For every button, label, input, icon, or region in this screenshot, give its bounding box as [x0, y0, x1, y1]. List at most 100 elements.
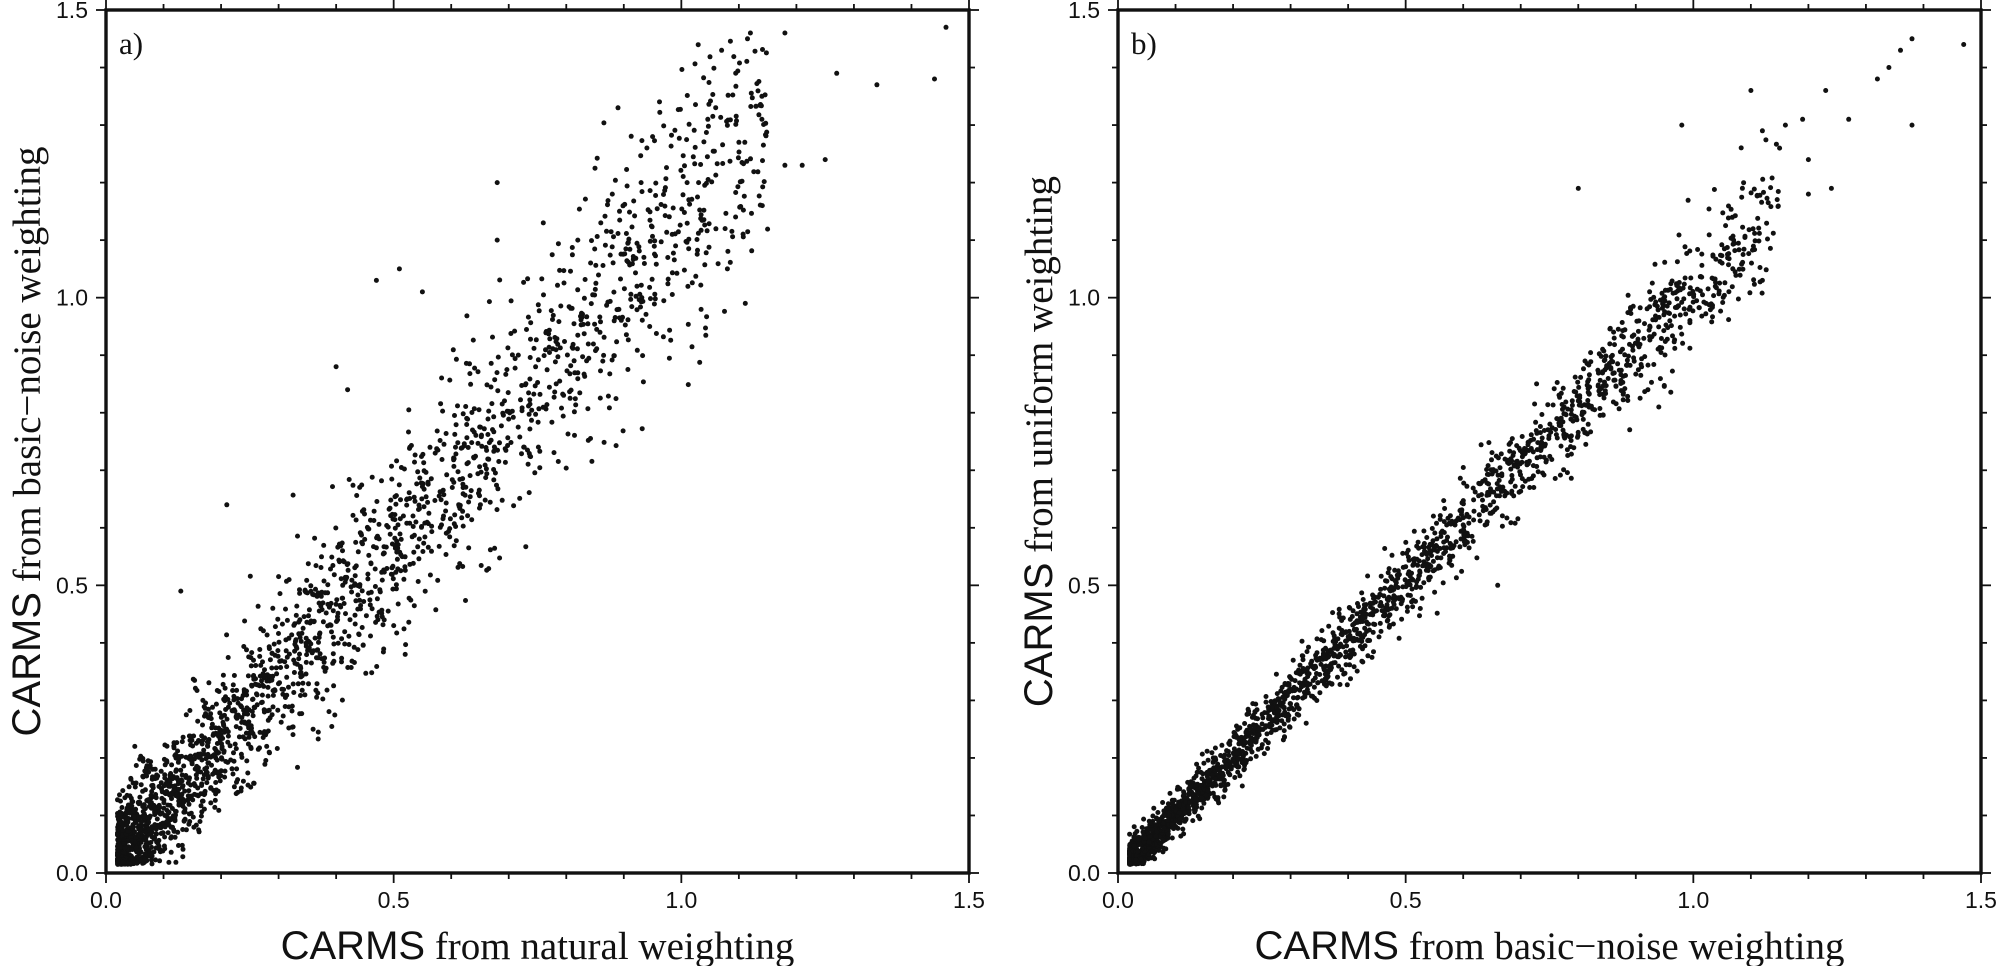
data-point [695, 42, 701, 48]
data-point [1152, 856, 1158, 862]
data-point [1746, 251, 1752, 257]
data-point [234, 696, 240, 702]
data-point [1426, 544, 1432, 550]
data-point [1344, 682, 1350, 688]
data-point [1487, 502, 1493, 508]
data-point [1309, 664, 1315, 670]
data-point [553, 381, 559, 387]
data-point [505, 390, 511, 396]
data-point [1356, 604, 1361, 610]
data-point [593, 262, 599, 268]
data-point [1756, 225, 1762, 231]
data-point [1665, 310, 1671, 316]
data-point [115, 797, 120, 803]
data-point [1763, 267, 1769, 273]
data-point [733, 83, 739, 89]
data-point [303, 640, 309, 646]
data-point [1711, 187, 1717, 192]
data-point [518, 397, 523, 403]
data-point [277, 591, 283, 597]
data-point [519, 408, 525, 414]
data-point [702, 222, 708, 228]
data-point [748, 104, 754, 109]
data-point [764, 129, 770, 135]
data-point [492, 545, 498, 551]
data-point [374, 664, 380, 669]
data-point [219, 744, 225, 750]
data-point [582, 277, 588, 282]
data-point [1365, 638, 1371, 644]
data-point [703, 180, 709, 186]
data-point [441, 492, 447, 498]
data-point [1457, 475, 1463, 481]
data-point [594, 326, 600, 332]
data-point [782, 162, 788, 168]
data-point [1344, 638, 1350, 644]
data-point [469, 440, 475, 446]
data-point [710, 113, 716, 119]
data-point [1347, 648, 1353, 654]
data-point [465, 513, 471, 519]
data-point [1586, 372, 1592, 378]
data-point [419, 289, 425, 295]
data-point [1519, 434, 1525, 439]
data-point [701, 139, 707, 145]
data-point [1234, 750, 1240, 756]
data-point [176, 843, 181, 848]
data-point [467, 371, 473, 377]
data-point [1321, 638, 1327, 644]
data-point [1667, 318, 1673, 324]
data-point [549, 419, 555, 425]
data-point [1735, 296, 1741, 302]
data-point [412, 452, 418, 458]
data-point [222, 729, 227, 735]
data-point [464, 435, 470, 441]
data-point [339, 636, 345, 642]
data-point [543, 347, 548, 353]
data-point [1607, 326, 1613, 332]
data-point [749, 95, 755, 101]
data-point [1470, 538, 1476, 544]
data-point [283, 606, 288, 612]
data-point [709, 179, 715, 185]
data-point [408, 443, 414, 448]
x-axis-title: CARMS from natural weighting [281, 924, 795, 966]
data-point [393, 586, 399, 592]
data-point [127, 810, 133, 816]
data-point [1608, 354, 1614, 360]
data-point [1409, 586, 1415, 592]
data-point [1430, 538, 1436, 544]
data-point [189, 761, 195, 767]
data-point [1961, 42, 1967, 47]
data-point [494, 507, 500, 513]
data-point [523, 544, 529, 550]
data-point [677, 222, 683, 228]
data-point [350, 512, 356, 518]
data-point [1212, 755, 1218, 761]
data-point [115, 832, 121, 838]
data-point [1746, 227, 1752, 233]
data-point [1569, 402, 1575, 408]
data-point [1170, 802, 1176, 808]
data-point [326, 709, 332, 715]
data-point [572, 396, 578, 402]
data-point [308, 660, 314, 666]
data-point [1181, 791, 1187, 797]
data-point [1543, 459, 1549, 465]
data-point [1630, 343, 1635, 349]
data-point [1273, 671, 1279, 677]
data-point [670, 205, 676, 211]
data-point [322, 668, 328, 674]
data-point [664, 229, 670, 235]
data-point [334, 619, 339, 624]
data-point [374, 499, 380, 504]
data-point [477, 493, 482, 499]
data-point [1437, 513, 1443, 519]
data-point [1568, 438, 1574, 443]
data-point [214, 741, 220, 746]
data-point [338, 604, 344, 610]
data-point [320, 696, 326, 702]
data-point [1737, 272, 1743, 278]
data-point [1534, 381, 1540, 387]
data-point [1193, 782, 1199, 788]
